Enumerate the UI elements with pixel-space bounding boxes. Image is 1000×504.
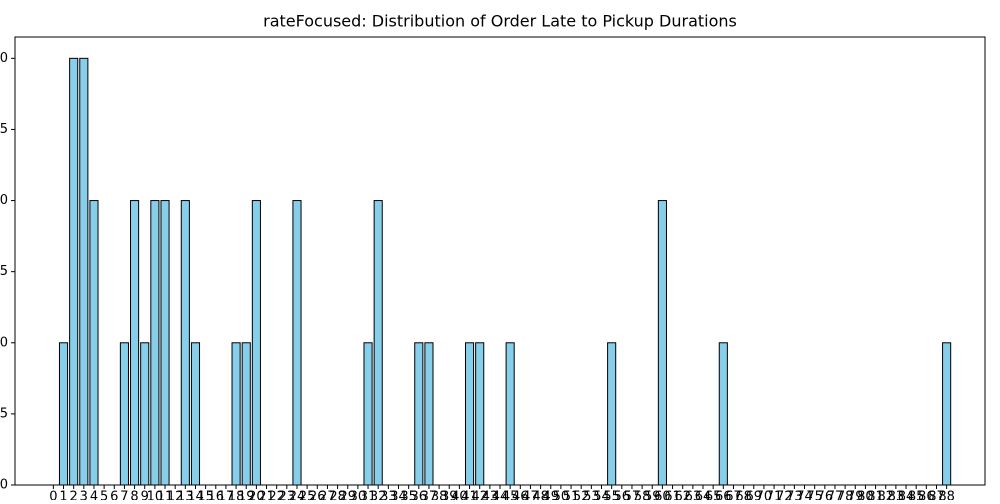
bar bbox=[251, 200, 261, 486]
y-tick-label: 0.0 bbox=[0, 478, 8, 493]
bar bbox=[505, 342, 515, 486]
bar bbox=[89, 200, 99, 486]
bar bbox=[69, 57, 79, 486]
bar bbox=[424, 342, 434, 486]
bar bbox=[150, 200, 160, 486]
bar bbox=[79, 57, 89, 486]
y-tick-label: 2.0 bbox=[0, 193, 8, 208]
plot-frame bbox=[14, 36, 986, 486]
y-tick-label: 2.5 bbox=[0, 122, 8, 137]
x-tick-label: 88 bbox=[938, 490, 955, 501]
y-tick-label: 1.5 bbox=[0, 264, 8, 279]
bar bbox=[119, 342, 129, 486]
x-tick-label: 8 bbox=[130, 490, 138, 501]
bar bbox=[373, 200, 383, 486]
bar bbox=[414, 342, 424, 486]
chart-title: rateFocused: Distribution of Order Late … bbox=[263, 12, 737, 31]
x-tick-label: 5 bbox=[100, 490, 108, 501]
bar bbox=[160, 200, 170, 486]
x-tick-label: 1 bbox=[59, 490, 67, 501]
bar bbox=[241, 342, 251, 486]
bar bbox=[657, 200, 667, 486]
bar bbox=[130, 200, 140, 486]
y-tick-label: 3.0 bbox=[0, 51, 8, 66]
bar bbox=[607, 342, 617, 486]
y-tick-label: 0.5 bbox=[0, 406, 8, 421]
bar bbox=[475, 342, 485, 486]
bar bbox=[942, 342, 952, 486]
bar bbox=[464, 342, 475, 486]
y-tick-label: 1.0 bbox=[0, 335, 8, 350]
bar bbox=[292, 200, 302, 486]
bar bbox=[190, 342, 201, 486]
bar bbox=[718, 342, 728, 486]
bar bbox=[180, 200, 190, 486]
x-tick-label: 6 bbox=[110, 490, 118, 501]
bar bbox=[231, 342, 241, 486]
bar bbox=[363, 342, 373, 486]
x-tick-label: 2 bbox=[70, 490, 78, 501]
x-tick-label: 3 bbox=[80, 490, 88, 501]
x-tick-label: 4 bbox=[90, 490, 98, 501]
x-tick-label: 0 bbox=[49, 490, 57, 501]
x-tick-label: 7 bbox=[120, 490, 128, 501]
x-tick-label: 9 bbox=[141, 490, 149, 501]
bar bbox=[58, 342, 69, 486]
bar bbox=[140, 342, 150, 486]
